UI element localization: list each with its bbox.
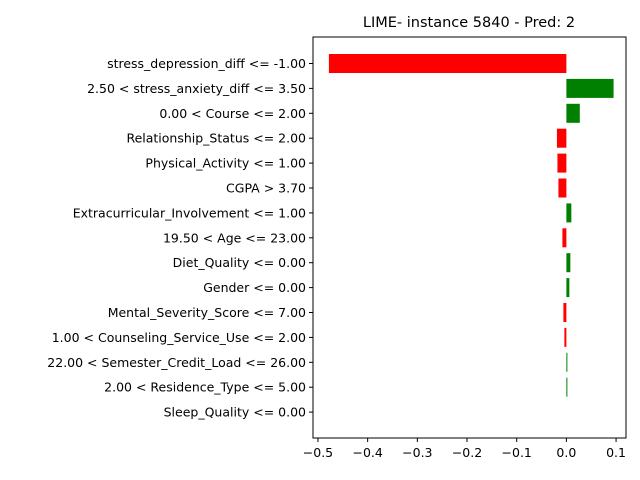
y-tick-label: Relationship_Status <= 2.00	[126, 131, 306, 146]
x-tick-label: −0.4	[352, 445, 382, 460]
plot-frame	[312, 36, 627, 439]
bar	[566, 78, 614, 98]
bar	[557, 153, 567, 173]
x-tick-label: 0.0	[556, 445, 576, 460]
chart-title: LIME- instance 5840 - Pred: 2	[363, 15, 575, 31]
y-tick-label: Mental_Severity_Score <= 7.00	[108, 305, 306, 320]
bar	[564, 327, 567, 347]
bar	[566, 278, 570, 298]
x-tick-label: −0.3	[402, 445, 432, 460]
y-tick-label: 19.50 < Age <= 23.00	[163, 230, 306, 245]
y-tick-label: Extracurricular_Involvement <= 1.00	[73, 205, 306, 220]
bar	[566, 352, 568, 372]
y-tick-label: Sleep_Quality <= 0.00	[164, 405, 306, 420]
bar	[328, 54, 567, 73]
y-tick-labels: stress_depression_diff <= -1.00 2.50 < st…	[47, 56, 313, 420]
y-tick-label: 2.50 < stress_anxiety_diff <= 3.50	[87, 81, 306, 96]
bar	[566, 203, 572, 223]
y-tick-label: 0.00 < Course <= 2.00	[159, 106, 306, 121]
x-axis: −0.5 −0.4 −0.3 −0.2 −0.1 0.0 0.1	[303, 438, 626, 460]
bar	[566, 377, 568, 397]
y-tick-label: 1.00 < Counseling_Service_Use <= 2.00	[52, 330, 306, 345]
bar	[556, 128, 567, 148]
y-tick-label: Physical_Activity <= 1.00	[145, 156, 306, 171]
y-tick-label: 22.00 < Semester_Credit_Load <= 26.00	[47, 355, 306, 370]
y-tick-label: Gender <= 0.00	[203, 280, 306, 295]
bar	[558, 178, 567, 198]
bar	[566, 253, 571, 273]
bar	[562, 228, 567, 248]
bar	[563, 303, 567, 322]
y-tick-label: CGPA > 3.70	[226, 181, 306, 196]
y-tick-label: stress_depression_diff <= -1.00	[107, 56, 306, 71]
x-tick-label: −0.5	[303, 445, 333, 460]
x-tick-label: −0.2	[452, 445, 482, 460]
y-tick-label: 2.00 < Residence_Type <= 5.00	[104, 380, 306, 395]
x-tick-label: −0.1	[502, 445, 532, 460]
x-tick-label: 0.1	[606, 445, 626, 460]
bars-group	[328, 54, 614, 397]
y-tick-label: Diet_Quality <= 0.00	[173, 255, 306, 270]
bar	[566, 103, 580, 123]
